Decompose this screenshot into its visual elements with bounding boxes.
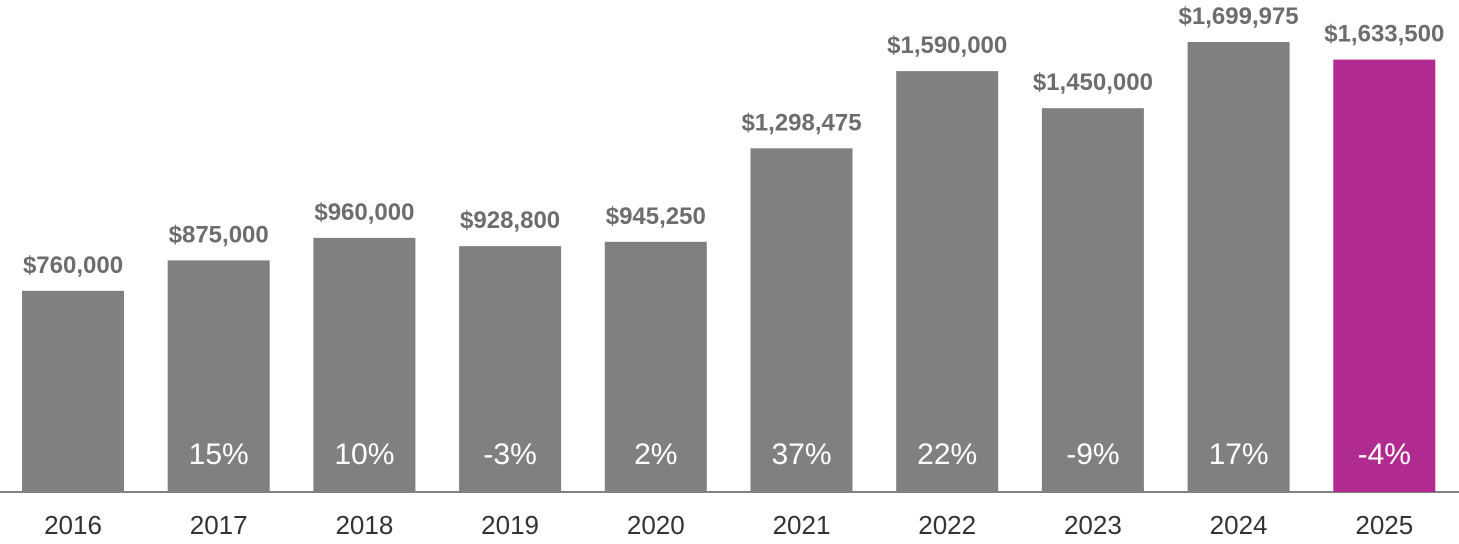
value-label-2022: $1,590,000 [887,32,1007,59]
bar-2025 [1333,59,1436,492]
change-label-2025: -4% [1358,438,1411,471]
value-label-2019: $928,800 [460,207,560,234]
x-tick-labels-group: 2016 2017 2018 2019 2020 2021 2022 2023 2024 2025 [44,510,1413,540]
value-label-2023: $1,450,000 [1033,69,1153,96]
change-label-2023: -9% [1066,438,1119,471]
x-tick-label-2018: 2018 [335,510,393,540]
bar-2018 [313,237,416,492]
value-label-2025: $1,633,500 [1324,21,1444,48]
x-tick-label-2017: 2017 [190,510,248,540]
change-label-2019: -3% [483,438,536,471]
bar-2020 [604,241,707,492]
bar-2016 [22,290,124,492]
x-tick-label-2025: 2025 [1355,510,1413,540]
x-tick-label-2019: 2019 [481,510,539,540]
value-label-2017: $875,000 [169,221,269,248]
change-label-2022: 22% [917,438,977,471]
value-label-2018: $960,000 [314,199,414,226]
bars-group [22,42,1436,493]
bar-2023 [1041,108,1144,492]
value-label-2024: $1,699,975 [1179,3,1299,30]
bar-2024 [1187,42,1290,492]
x-tick-label-2024: 2024 [1210,510,1268,540]
value-labels-group: $760,000 $875,000 $960,000 $928,800 $945,250… [23,3,1444,279]
value-label-2021: $1,298,475 [741,109,861,136]
bar-2019 [459,246,562,492]
x-tick-label-2016: 2016 [44,510,102,540]
change-label-2020: 2% [634,438,677,471]
change-labels-group: 15% 10% -3% 2% 37% 22% -9% 17% -4% [189,438,1411,471]
change-label-2021: 37% [771,438,831,471]
bar-2017 [167,260,270,492]
value-label-2016: $760,000 [23,252,123,279]
change-label-2017: 15% [189,438,249,471]
x-tick-label-2022: 2022 [918,510,976,540]
change-label-2018: 10% [334,438,394,471]
x-tick-label-2020: 2020 [627,510,685,540]
bar-2022 [896,71,999,493]
change-label-2024: 17% [1209,438,1269,471]
bar-2021 [750,148,853,492]
value-label-2020: $945,250 [606,203,706,230]
x-tick-label-2023: 2023 [1064,510,1122,540]
x-tick-label-2021: 2021 [773,510,831,540]
